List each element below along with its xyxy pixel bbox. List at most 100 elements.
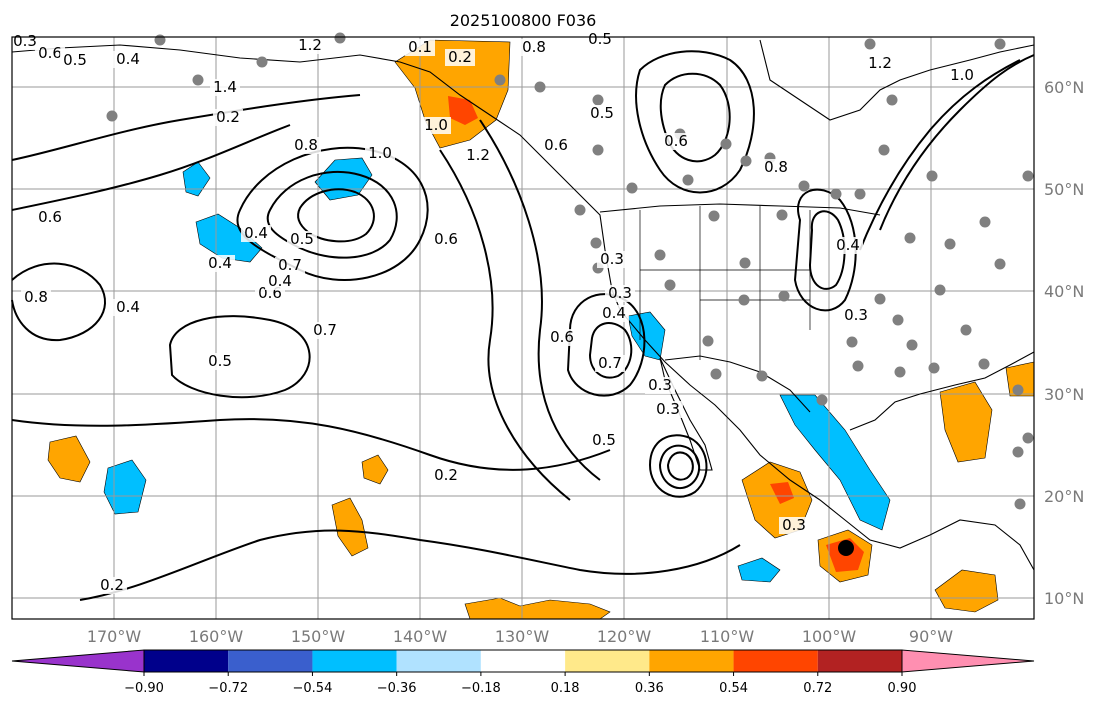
contour-label: 0.7 bbox=[313, 321, 337, 339]
border-us-mexico bbox=[664, 355, 811, 413]
shade-se-orange bbox=[934, 569, 999, 613]
contour-label: 0.2 bbox=[434, 466, 458, 484]
contour-label: 0.5 bbox=[208, 352, 232, 370]
contour-cutoff-low-outer bbox=[566, 293, 646, 397]
station-dot bbox=[994, 38, 1006, 50]
contour-label-bg bbox=[213, 109, 243, 126]
contour-label: 0.3 bbox=[608, 284, 632, 302]
contour-label: 0.4 bbox=[208, 254, 232, 272]
contour-label: 0.6 bbox=[544, 136, 568, 154]
contour-label-bg bbox=[60, 52, 90, 69]
lat-label: 60°N bbox=[1044, 78, 1084, 97]
lat-label: 20°N bbox=[1044, 487, 1084, 506]
colorbar-label: −0.18 bbox=[461, 681, 501, 696]
lat-label: 30°N bbox=[1044, 385, 1084, 404]
contour-canada-ridge bbox=[635, 50, 755, 194]
colorbar-band bbox=[312, 650, 397, 672]
contour-label: 0.3 bbox=[656, 400, 680, 418]
colorbar-band bbox=[733, 650, 818, 672]
contour-label: 0.6 bbox=[434, 230, 458, 248]
station-dot bbox=[960, 324, 972, 336]
contour-label: 0.2 bbox=[216, 108, 240, 126]
contour-label: 0.4 bbox=[836, 236, 860, 254]
station-dot bbox=[874, 293, 886, 305]
colorbar-label: −0.54 bbox=[293, 681, 333, 696]
contour-label-bg bbox=[97, 577, 127, 594]
station-dot bbox=[626, 182, 638, 194]
contour-label: 0.4 bbox=[268, 272, 292, 290]
contour-label-bg bbox=[431, 467, 461, 484]
contour-label-bg bbox=[947, 67, 977, 84]
station-dot bbox=[934, 284, 946, 296]
contour-label: 0.2 bbox=[448, 48, 472, 66]
station-dot bbox=[192, 74, 204, 86]
colorbar-label: −0.72 bbox=[208, 681, 248, 696]
contour-label: 0.5 bbox=[592, 431, 616, 449]
contour-label-bg bbox=[761, 159, 791, 176]
colorbar-band bbox=[565, 650, 650, 672]
lat-label: 50°N bbox=[1044, 180, 1084, 199]
station-dot bbox=[978, 358, 990, 370]
station-dot bbox=[256, 56, 268, 68]
contours bbox=[11, 50, 1035, 601]
lat-label: 10°N bbox=[1044, 589, 1084, 608]
station-dot bbox=[894, 366, 906, 378]
contour-label-bg bbox=[445, 49, 475, 66]
station-dot bbox=[906, 339, 918, 351]
contour-label: 0.5 bbox=[588, 30, 612, 48]
contour-label: 0.4 bbox=[602, 304, 626, 322]
station-dot bbox=[106, 110, 118, 122]
colorbar-band bbox=[144, 650, 229, 672]
contour-label-bg bbox=[210, 79, 240, 96]
station-dot bbox=[776, 209, 788, 221]
station-dot bbox=[886, 94, 898, 106]
contour-north-0-5 bbox=[11, 94, 361, 161]
contour-label: 0.8 bbox=[522, 38, 546, 56]
colorbar: −0.90 −0.72 −0.54 −0.36 −0.18 0.18 0.36 0.54 0.7… bbox=[11, 649, 1035, 696]
contour-label-bg bbox=[291, 137, 321, 154]
station-dot bbox=[846, 336, 858, 348]
contour-label-bg bbox=[779, 517, 809, 534]
station-dot bbox=[720, 138, 732, 150]
colorbar-band bbox=[649, 650, 734, 672]
contour-label-bg bbox=[365, 145, 395, 162]
station-dot bbox=[864, 38, 876, 50]
contour-label: 0.4 bbox=[116, 50, 140, 68]
station-dot bbox=[494, 74, 506, 86]
contour-label: 0.8 bbox=[764, 158, 788, 176]
colorbar-label: 0.36 bbox=[635, 681, 664, 696]
contour-label: 0.6 bbox=[664, 132, 688, 150]
shade-central-orange-1 bbox=[331, 497, 369, 557]
lon-label: 100°W bbox=[802, 627, 857, 646]
contour-label: 0.6 bbox=[38, 208, 62, 226]
contour-label: 0.2 bbox=[100, 576, 124, 594]
station-dot bbox=[682, 174, 694, 186]
colorbar-band bbox=[480, 650, 566, 672]
contour-label-bg bbox=[21, 289, 51, 306]
station-dot bbox=[778, 290, 790, 302]
contour-label-bg bbox=[205, 255, 235, 272]
contour-hurricane-2 bbox=[658, 444, 701, 490]
contour-tropics-0-2 bbox=[11, 418, 611, 471]
contour-label-bg bbox=[35, 209, 65, 226]
colorbar-band bbox=[396, 650, 481, 672]
contour-label: 0.4 bbox=[116, 298, 140, 316]
contour-canada-ridge-inner bbox=[659, 72, 731, 163]
coast-mexico-gulf bbox=[849, 351, 1035, 431]
map-panel: 0.6 0.5 0.40.30.20.10.20.40.50.60.81.01.21… bbox=[10, 30, 1035, 620]
contour-label-bg bbox=[113, 51, 143, 68]
station-dot bbox=[702, 335, 714, 347]
station-dot bbox=[534, 81, 546, 93]
lon-label: 120°W bbox=[597, 627, 652, 646]
contour-label: 0.3 bbox=[600, 250, 624, 268]
colorbar-band bbox=[228, 650, 313, 672]
colorbar-extend-high bbox=[901, 649, 1035, 673]
lon-label: 160°W bbox=[189, 627, 244, 646]
station-dot bbox=[854, 188, 866, 200]
colorbar-label: −0.36 bbox=[377, 681, 417, 696]
contour-label: 1.0 bbox=[424, 116, 448, 134]
contour-label: 1.2 bbox=[466, 146, 490, 164]
contour-ridge-west-coast-2 bbox=[439, 149, 571, 501]
lon-label: 90°W bbox=[909, 627, 953, 646]
